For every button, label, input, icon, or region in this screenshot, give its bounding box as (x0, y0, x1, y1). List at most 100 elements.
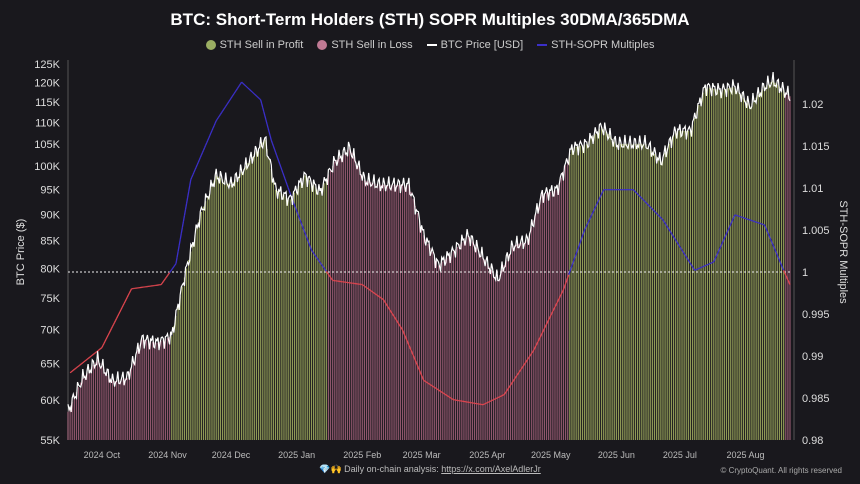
bar-profit (630, 143, 632, 440)
bar-profit (683, 130, 685, 441)
sopr-segment (436, 388, 438, 390)
bar-profit (313, 184, 315, 440)
bar-loss (543, 193, 545, 440)
bar-profit (310, 182, 313, 440)
bar-loss (340, 155, 342, 440)
bar-profit (730, 87, 732, 441)
sopr-segment (439, 390, 442, 392)
sopr-segment (599, 193, 603, 197)
footer-link[interactable]: https://x.com/AxelAdlerJr (441, 464, 541, 474)
sopr-segment (593, 207, 596, 211)
sopr-segment (408, 344, 411, 348)
sopr-segment (182, 215, 186, 222)
bar-loss (478, 250, 480, 440)
bar-profit (279, 192, 281, 440)
bar-loss (440, 263, 442, 440)
bar-loss (73, 396, 75, 440)
sopr-segment (587, 220, 590, 224)
bar-loss (492, 273, 495, 440)
bar-loss (382, 184, 385, 440)
sopr-segment (193, 169, 196, 173)
bar-loss (332, 165, 334, 441)
bar-profit (221, 179, 224, 440)
sopr-segment (720, 242, 723, 246)
bar-profit (575, 146, 577, 440)
bar-loss (459, 244, 461, 440)
sopr-segment (295, 207, 298, 212)
legend-item-price[interactable]: BTC Price [USD] (426, 39, 523, 51)
sopr-segment (503, 392, 506, 396)
bar-profit (658, 159, 660, 440)
bar-profit (662, 157, 664, 441)
sopr-segment (484, 402, 487, 405)
bar-loss (111, 381, 114, 440)
sopr-segment (717, 249, 720, 253)
sopr-segment (268, 131, 271, 137)
sopr-segment (772, 244, 775, 248)
bar-loss (346, 150, 349, 440)
sopr-segment (529, 354, 532, 357)
sopr-segment (658, 215, 661, 218)
sopr-segment (173, 264, 176, 267)
sopr-segment (269, 135, 272, 141)
bar-profit (194, 235, 196, 440)
sopr-segment (409, 347, 412, 351)
bar-profit (742, 97, 745, 440)
sopr-segment (665, 224, 668, 227)
sopr-segment (284, 178, 287, 183)
sopr-segment (257, 96, 259, 99)
sopr-segment (236, 86, 239, 89)
sopr-segment (539, 334, 542, 338)
sopr-segment (780, 265, 784, 269)
sopr-segment (275, 154, 279, 159)
bar-loss (505, 260, 507, 440)
legend-item-loss[interactable]: STH Sell in Loss (317, 39, 413, 51)
sopr-segment (402, 332, 406, 336)
legend-item-sopr[interactable]: STH-SOPR Multiples (537, 39, 654, 51)
bar-loss (389, 184, 391, 440)
bar-profit (626, 143, 628, 440)
y-left-tick: 60K (40, 395, 60, 407)
bar-loss (490, 270, 493, 440)
sopr-segment (546, 319, 550, 323)
sopr-segment (642, 198, 645, 201)
bar-loss (166, 338, 169, 440)
bar-loss (329, 170, 332, 440)
sopr-segment (566, 277, 569, 281)
sopr-segment (663, 221, 666, 224)
bar-profit (772, 80, 774, 441)
bar-loss (509, 250, 512, 440)
sopr-segment (76, 366, 78, 369)
y-left-tick: 75K (40, 293, 60, 305)
y-right-tick: 1.015 (802, 141, 830, 153)
sopr-segment (483, 403, 486, 405)
sopr-segment (404, 334, 407, 338)
sopr-segment (377, 295, 380, 298)
bar-profit (696, 111, 698, 440)
sopr-segment (534, 345, 537, 349)
sopr-segment (75, 367, 77, 370)
bar-loss (160, 340, 162, 440)
sopr-segment (216, 117, 219, 120)
sopr-segment (282, 172, 285, 177)
sopr-segment (303, 230, 306, 234)
sopr-segment (530, 352, 533, 356)
legend-item-profit[interactable]: STH Sell in Profit (205, 39, 303, 51)
bar-loss (531, 226, 533, 440)
sopr-segment (322, 266, 325, 269)
bar-profit (298, 185, 300, 440)
y-left-tick: 125K (34, 59, 60, 71)
sopr-segment (399, 326, 403, 329)
sopr-segment (307, 241, 310, 245)
bar-loss (418, 220, 421, 440)
sopr-segment (293, 205, 297, 209)
y-left-tick: 55K (40, 435, 60, 447)
sopr-segment (94, 352, 96, 354)
sopr-segment (330, 277, 333, 280)
bar-loss (401, 184, 404, 440)
bar-loss (406, 184, 408, 440)
sopr-segment (602, 189, 605, 193)
bar-profit (751, 103, 753, 440)
bar-loss (77, 387, 80, 440)
bar-profit (759, 92, 761, 440)
